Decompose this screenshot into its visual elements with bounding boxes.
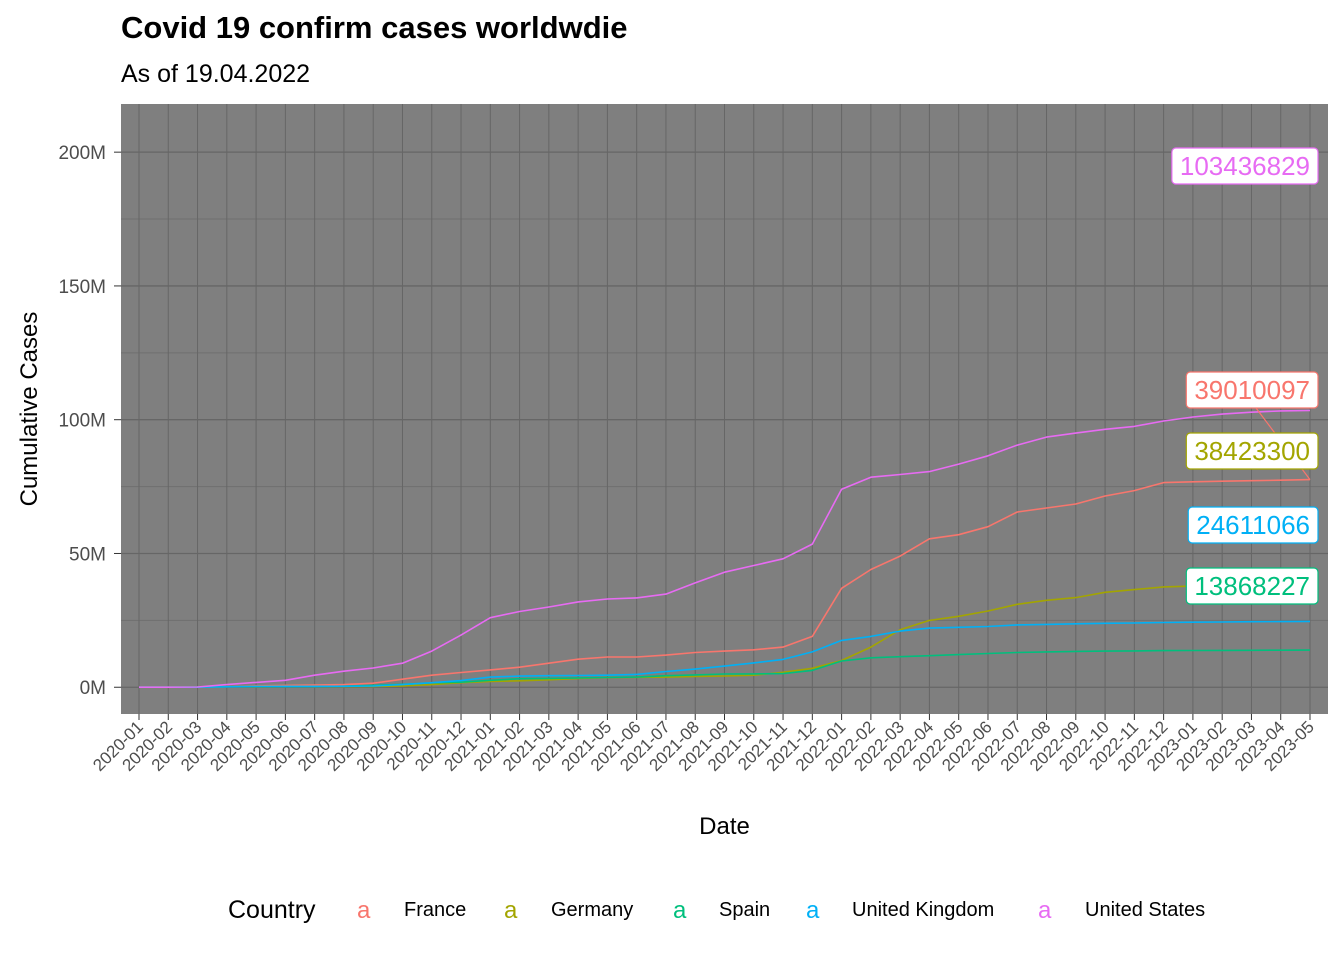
end-label-box (1187, 506, 1319, 544)
series-lines (139, 409, 1311, 689)
end-label-germany: 38423300 (1185, 432, 1319, 470)
end-label-text: 24611066 (1196, 510, 1310, 540)
legend-key: a (673, 897, 687, 924)
x-axis: 2020-012020-022020-032020-042020-052020-… (89, 714, 1318, 775)
y-tick-label: 150M (58, 277, 106, 298)
end-label-box (1185, 432, 1319, 470)
series-line-france (139, 478, 1311, 689)
end-label-text: 38423300 (1194, 436, 1310, 466)
series-line-united-kingdom (139, 620, 1311, 689)
end-label-united-states: 103436829 (1171, 147, 1319, 185)
legend-items: a France a Germany a Spain a United Kingdom a Uni… (357, 897, 1205, 924)
legend-label: Spain (719, 899, 770, 921)
y-tick-label: 50M (69, 544, 106, 565)
chart-title: Covid 19 confirm cases worldwdie (121, 10, 628, 45)
legend-key: a (806, 897, 820, 924)
series-line-united-states (139, 409, 1311, 689)
legend-label: United Kingdom (852, 899, 994, 921)
x-axis-title: Date (699, 813, 750, 840)
chart-subtitle: As of 19.04.2022 (121, 60, 311, 88)
y-axis-title: Cumulative Cases (16, 312, 43, 507)
legend: Country a France a Germany a Spain a United Kin… (228, 896, 1205, 924)
legend-key: a (1038, 897, 1052, 924)
legend-key: a (357, 897, 371, 924)
legend-label: United States (1085, 899, 1205, 921)
y-tick-label: 100M (58, 411, 106, 432)
end-label-text: 39010097 (1194, 375, 1310, 405)
legend-label: France (404, 899, 466, 921)
end-labels: 39010097 38423300 13868227 24611066 10343682… (1171, 147, 1319, 605)
end-label-box (1185, 567, 1319, 605)
end-label-box (1185, 371, 1319, 409)
end-label-france: 39010097 (1185, 371, 1319, 409)
legend-title: Country (228, 896, 316, 924)
y-axis: 0M 50M 100M 150M 200M (58, 143, 121, 699)
y-tick-label: 0M (80, 678, 106, 699)
legend-key: a (504, 897, 518, 924)
end-label-text: 13868227 (1194, 571, 1310, 601)
end-label-box (1171, 147, 1319, 185)
grid-major (121, 104, 1328, 714)
legend-label: Germany (551, 899, 633, 921)
y-tick-label: 200M (58, 143, 106, 164)
end-label-spain: 13868227 (1185, 567, 1319, 605)
end-label-united-kingdom: 24611066 (1187, 506, 1319, 544)
end-label-text: 103436829 (1180, 151, 1310, 181)
